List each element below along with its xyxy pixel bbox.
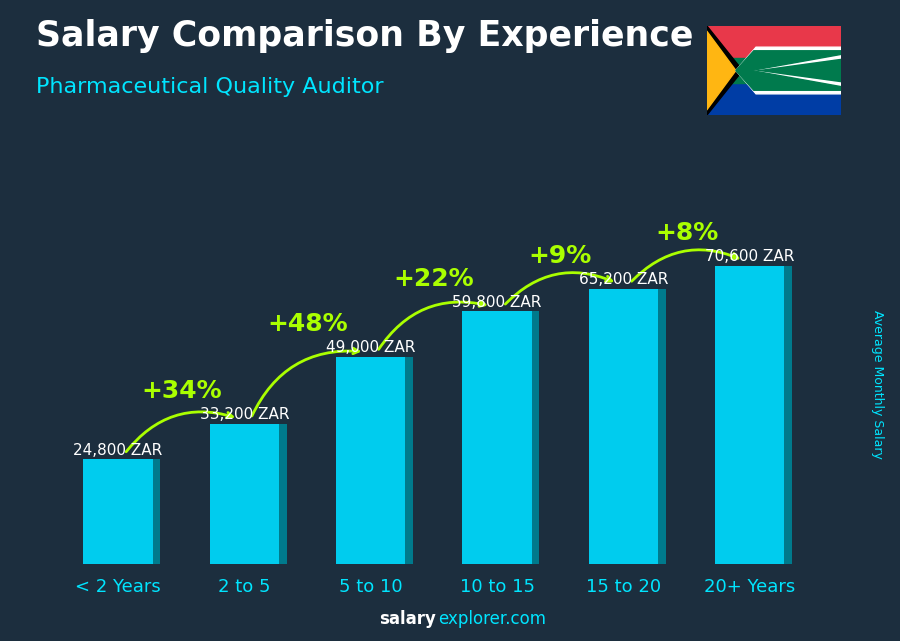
Bar <box>785 266 792 564</box>
Text: Pharmaceutical Quality Auditor: Pharmaceutical Quality Auditor <box>36 77 383 97</box>
Text: +22%: +22% <box>393 267 474 290</box>
Text: 59,800 ZAR: 59,800 ZAR <box>453 295 542 310</box>
Text: +34%: +34% <box>141 379 221 403</box>
Polygon shape <box>736 47 842 71</box>
Bar <box>706 71 842 115</box>
Bar <box>406 357 413 564</box>
Bar <box>84 460 153 564</box>
Bar <box>463 312 532 564</box>
Text: 24,800 ZAR: 24,800 ZAR <box>74 442 163 458</box>
Text: +9%: +9% <box>528 244 592 268</box>
Polygon shape <box>736 71 842 90</box>
Text: 70,600 ZAR: 70,600 ZAR <box>705 249 795 264</box>
Bar <box>658 288 666 564</box>
Text: +48%: +48% <box>267 312 348 336</box>
Bar <box>706 26 842 71</box>
Bar <box>210 424 279 564</box>
Text: Average Monthly Salary: Average Monthly Salary <box>871 310 884 459</box>
Bar <box>336 357 406 564</box>
Text: 33,200 ZAR: 33,200 ZAR <box>200 407 289 422</box>
Polygon shape <box>706 26 742 115</box>
Bar <box>532 312 539 564</box>
Bar <box>706 58 842 83</box>
Text: 49,000 ZAR: 49,000 ZAR <box>326 340 416 355</box>
Bar <box>589 288 658 564</box>
Bar <box>279 424 287 564</box>
Text: +8%: +8% <box>655 221 718 245</box>
Bar <box>715 266 785 564</box>
Text: Salary Comparison By Experience: Salary Comparison By Experience <box>36 19 693 53</box>
Text: explorer.com: explorer.com <box>438 610 546 628</box>
Bar <box>153 460 160 564</box>
Polygon shape <box>706 31 736 110</box>
Polygon shape <box>736 71 842 94</box>
Text: 65,200 ZAR: 65,200 ZAR <box>579 272 668 287</box>
Polygon shape <box>736 51 842 71</box>
Text: salary: salary <box>380 610 436 628</box>
